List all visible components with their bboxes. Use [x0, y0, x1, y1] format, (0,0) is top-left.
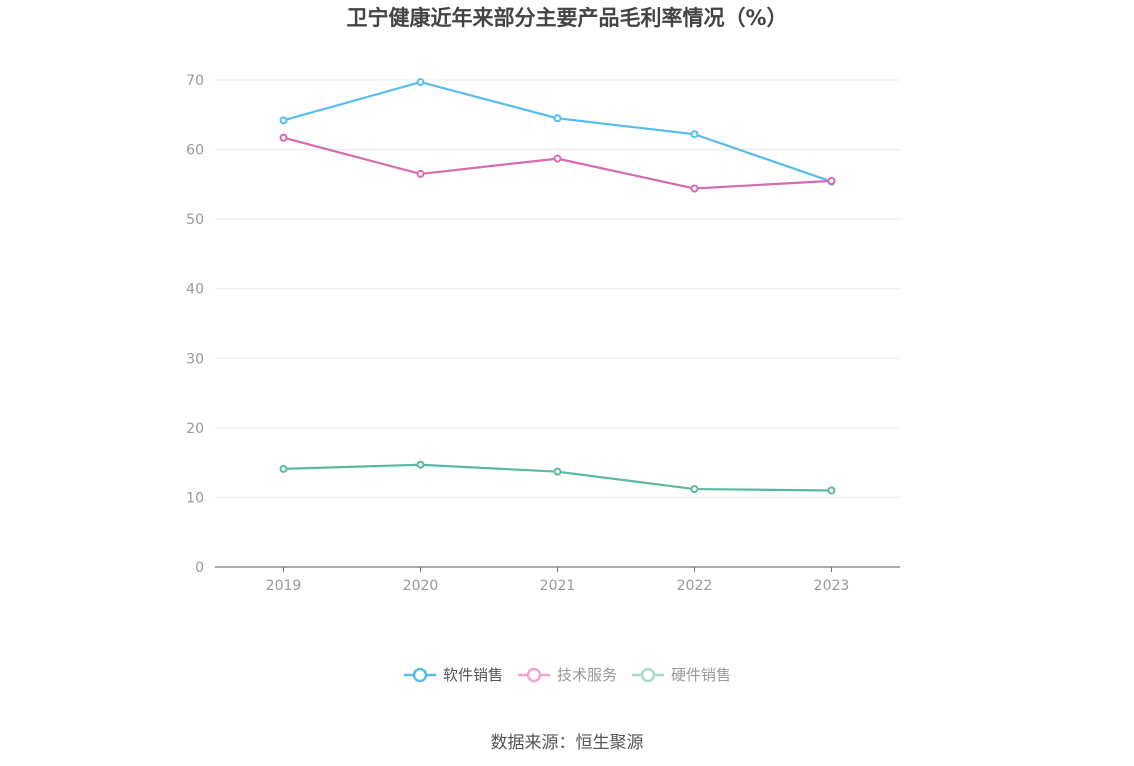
plot-area: 0 10 20 30 40 50 60 70 2019 2020 2021 2022 2023	[186, 73, 900, 594]
legend-marker-icon	[517, 667, 550, 682]
data-point	[416, 169, 425, 178]
data-point	[827, 176, 836, 185]
data-point	[416, 78, 425, 87]
data-point	[690, 130, 699, 139]
y-tick-label: 10	[186, 490, 204, 506]
y-tick-label: 30	[186, 351, 204, 367]
legend-marker-icon	[403, 667, 436, 682]
y-tick-label: 50	[186, 212, 204, 228]
chart-title: 卫宁健康近年来部分主要产品毛利率情况（%）	[346, 6, 788, 30]
legend-item[interactable]: 技术服务	[517, 664, 617, 685]
y-tick-label: 40	[186, 282, 204, 298]
legend-marker-icon	[632, 667, 664, 682]
legend-label: 技术服务	[556, 666, 617, 684]
y-tick-label: 0	[195, 560, 204, 576]
series-line-2	[283, 136, 832, 190]
source-note: 数据来源：恒生聚源	[490, 733, 644, 753]
data-point	[690, 184, 699, 193]
legend-item[interactable]: 硬件销售	[631, 664, 731, 685]
legend: 软件销售 技术服务 硬件销售	[0, 664, 1134, 685]
x-tick-label: 2020	[403, 578, 439, 594]
legend-label: 软件销售	[442, 666, 503, 684]
y-tick-label: 60	[186, 143, 204, 159]
x-tick-label: 2022	[677, 578, 713, 594]
data-point	[416, 460, 425, 469]
data-point	[827, 486, 836, 495]
data-point	[553, 154, 562, 163]
data-point	[279, 464, 288, 473]
legend-item[interactable]: 软件销售	[403, 664, 503, 685]
data-point	[279, 116, 288, 125]
y-tick-label: 20	[186, 421, 204, 437]
legend-label: 硬件销售	[671, 666, 732, 684]
data-point	[690, 485, 699, 494]
y-tick-label: 70	[186, 73, 204, 89]
data-point	[553, 467, 562, 476]
data-point	[279, 133, 288, 142]
series-line-1	[283, 80, 832, 183]
x-tick-label: 2021	[540, 578, 576, 594]
x-tick-label: 2023	[814, 578, 850, 594]
data-point	[553, 114, 562, 123]
x-tick-label: 2019	[266, 578, 302, 594]
